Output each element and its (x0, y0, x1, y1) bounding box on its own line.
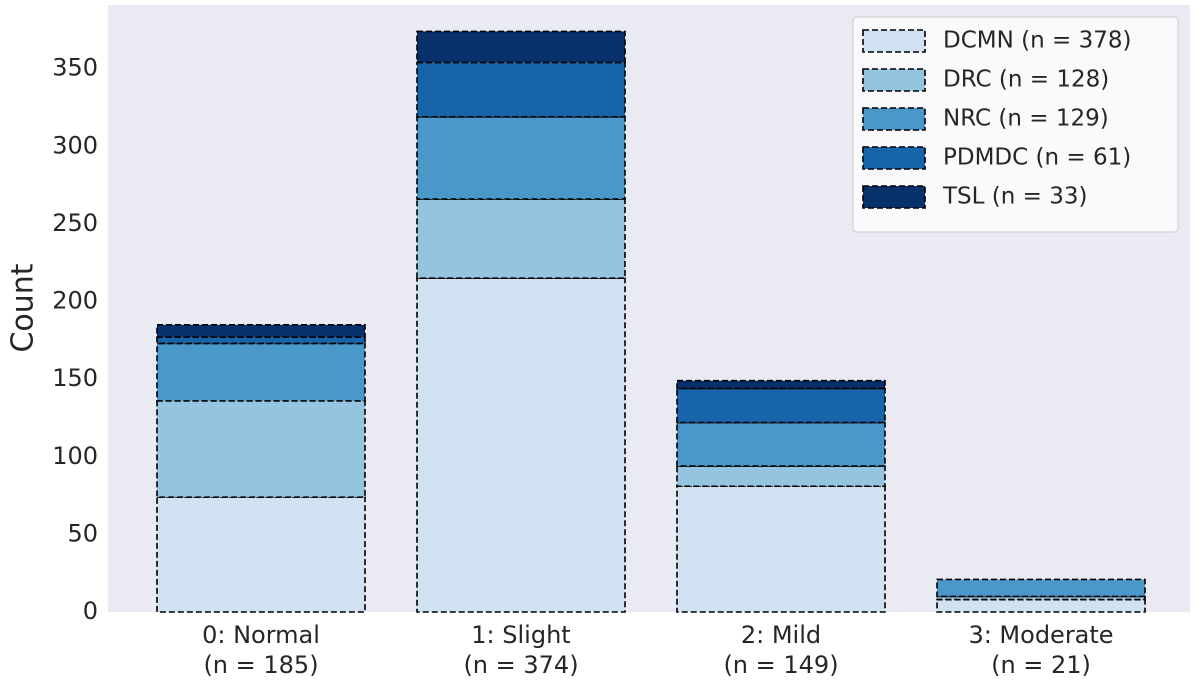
bar-segment (156, 336, 366, 345)
y-tick-label: 350 (52, 54, 98, 82)
bar-segment (936, 598, 1146, 613)
y-tick-label: 200 (52, 287, 98, 315)
legend-swatch (862, 146, 926, 170)
legend-label: DRC (n = 128) (943, 67, 1109, 93)
x-tick-label: 3: Moderate (n = 21) (968, 621, 1113, 679)
bar-segment (676, 485, 886, 613)
bar-segment (416, 277, 626, 613)
bar-segment (416, 30, 626, 64)
bar-segment (416, 115, 626, 200)
bar-segment (156, 342, 366, 402)
y-tick-label: 250 (52, 209, 98, 237)
legend-label: NRC (n = 129) (943, 106, 1109, 132)
legend: DCMN (n = 378) DRC (n = 128) NRC (n = 129)… (852, 16, 1179, 233)
legend-label: TSL (n = 33) (942, 184, 1087, 210)
bar-segment (936, 578, 1146, 598)
legend-box (852, 16, 1179, 233)
bar-segment (416, 61, 626, 118)
x-tick-label: 2: Mild (n = 149) (723, 621, 838, 679)
bar-segment (676, 465, 886, 488)
y-tick-label: 100 (52, 442, 98, 470)
y-axis-label: Count (6, 263, 41, 352)
y-tick-label: 300 (52, 131, 98, 159)
legend-swatch (862, 29, 926, 53)
bar-segment (676, 421, 886, 467)
x-tick-label: 0: Normal (n = 185) (202, 621, 320, 679)
y-tick-label: 0 (83, 597, 98, 625)
bar-segment (156, 496, 366, 613)
y-tick-label: 150 (52, 364, 98, 392)
bar-segment (676, 387, 886, 424)
bar-segment (416, 198, 626, 280)
legend-swatch (862, 107, 926, 131)
legend-swatch (862, 68, 926, 92)
bar-segment (156, 324, 366, 339)
y-tick-label: 50 (67, 519, 98, 547)
legend-swatch (862, 185, 926, 209)
bar-segment (676, 379, 886, 390)
bar-segment (156, 400, 366, 498)
legend-label: PDMDC (n = 61) (943, 145, 1131, 171)
x-tick-label: 1: Slight (n = 374) (463, 621, 578, 679)
legend-label: DCMN (n = 378) (943, 28, 1131, 54)
